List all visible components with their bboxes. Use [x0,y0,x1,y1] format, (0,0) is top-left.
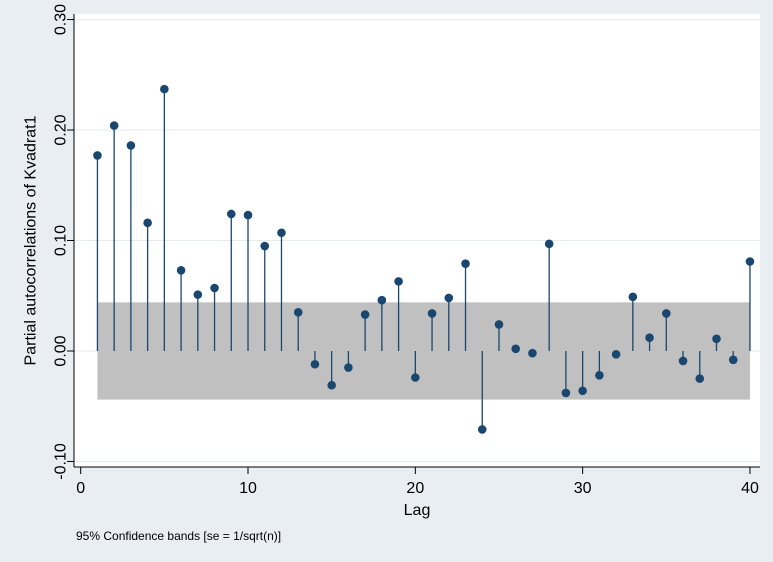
marker-lag-24 [477,425,487,434]
marker-lag-21 [427,309,437,318]
marker-lag-7 [193,290,203,299]
marker-lag-34 [645,333,654,343]
y-tick-label-4: 0.30 [53,4,70,35]
marker-lag-10 [243,210,253,220]
marker-lag-19 [394,277,403,286]
stems [96,89,751,430]
marker-lag-3 [126,141,136,150]
x-tick-label-3: 30 [574,480,592,497]
marker-lag-37 [695,374,705,383]
y-tick-label-0: -0.10 [53,443,70,480]
x-tick-label-0: 0 [76,480,85,497]
y-axis: -0.10 0.00 0.10 0.20 0.30 [53,4,75,480]
x-tick-label-2: 20 [406,480,424,497]
marker-lag-27 [528,348,537,358]
marker-lag-1 [93,151,102,160]
marker-lag-17 [360,310,370,319]
marker-lag-16 [344,363,353,372]
marker-lag-14 [310,359,320,369]
marker-lag-22 [444,293,454,303]
marker-lag-33 [628,292,638,302]
y-tick-label-1: 0.00 [53,335,70,366]
marker-lag-18 [377,295,387,305]
marker-lag-2 [109,121,119,130]
marker-lag-4 [143,218,152,228]
y-tick-label-3: 0.20 [53,114,70,145]
confidence-band [97,302,750,400]
marker-lag-6 [176,266,186,275]
marker-lag-36 [678,356,688,366]
marker-lag-26 [511,344,521,354]
marker-lag-12 [277,228,286,238]
marker-lag-39 [728,355,738,365]
marker-lag-8 [210,283,219,293]
marker-lag-20 [411,373,420,382]
marker-lag-23 [461,259,470,269]
marker-lag-30 [578,386,587,396]
x-tick-label-4: 40 [741,480,759,497]
marker-lag-9 [226,209,236,219]
marker-lag-31 [595,370,604,380]
x-axis-label: Lag [404,502,431,519]
marker-lag-11 [260,241,270,251]
marker-lag-38 [712,334,721,344]
marker-lag-5 [160,84,169,94]
marker-lag-15 [327,380,336,390]
marker-lag-40 [745,257,755,266]
x-axis: 0 10 20 30 40 [74,466,760,497]
markers [93,84,755,434]
marker-lag-25 [494,320,504,329]
marker-lag-28 [544,239,554,249]
x-tick-label-1: 10 [239,480,257,497]
y-tick-label-2: 0.10 [53,225,70,256]
marker-lag-32 [611,350,621,359]
confidence-band-note: 95% Confidence bands [se = 1/sqrt(n)] [76,529,281,543]
marker-lag-35 [662,309,671,318]
marker-lag-13 [293,308,303,317]
marker-lag-29 [561,388,571,398]
y-axis-label: Partial autocorrelations of Kvadrat1 [23,115,40,365]
